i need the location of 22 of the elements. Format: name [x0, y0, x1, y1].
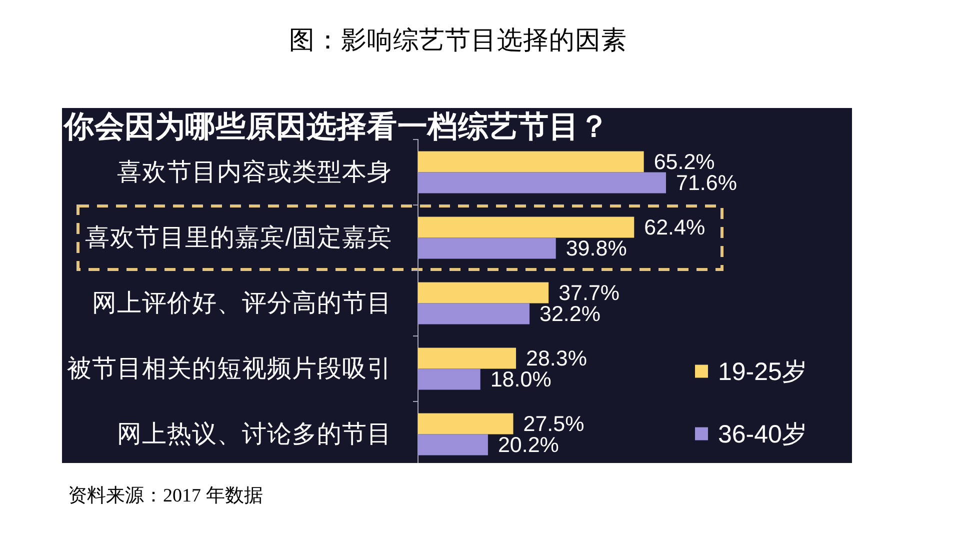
y-tick-label: 喜欢节目里的嘉宾/固定嘉宾 [85, 223, 392, 252]
bar [418, 348, 516, 369]
data-label: 39.8% [566, 236, 627, 260]
bar [418, 282, 549, 304]
bar [418, 151, 644, 172]
y-tick-label: 网上评价好、评分高的节目 [92, 288, 392, 317]
y-tick-label: 喜欢节目内容或类型本身 [117, 158, 392, 186]
y-tick-label: 网上热议、讨论多的节目 [117, 420, 392, 448]
y-tick-label: 被节目相关的短视频片段吸引 [67, 355, 392, 382]
bar [418, 434, 488, 456]
bar [418, 303, 530, 324]
data-label: 62.4% [644, 215, 706, 240]
legend-label: 19-25岁 [718, 358, 807, 386]
bar [418, 238, 556, 259]
legend-label: 36-40岁 [718, 420, 807, 448]
bar [418, 216, 634, 238]
bar [418, 368, 480, 390]
chart-subtitle: 你会因为哪些原因选择看一档综艺节目？ [62, 110, 610, 144]
bar [418, 172, 666, 194]
bar [418, 413, 514, 434]
text: 资料来源：2017 年数据 [68, 486, 263, 506]
chart-title: 图：影响综艺节目选择的因素 [289, 26, 627, 54]
